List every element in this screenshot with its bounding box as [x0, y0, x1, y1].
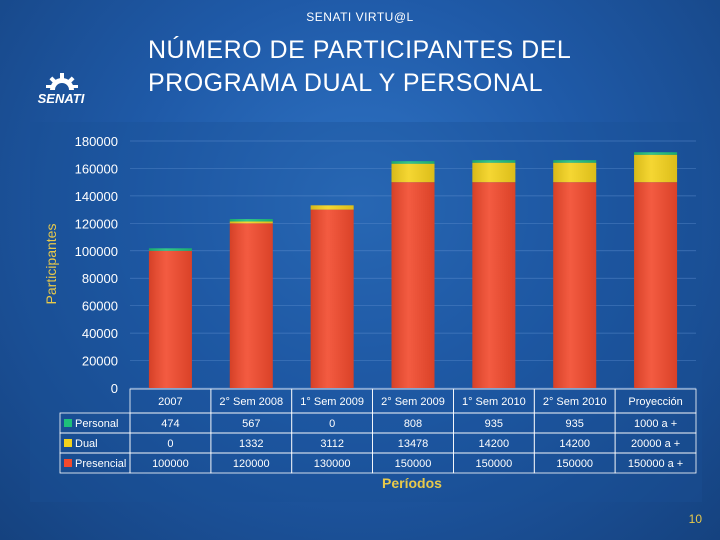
- header-label: SENATI VIRTU@L: [306, 10, 414, 24]
- data-label: 935: [485, 418, 503, 430]
- data-label: 14200: [479, 438, 510, 450]
- data-label: 13478: [398, 438, 429, 450]
- x-tick-label: 2° Sem 2009: [381, 396, 445, 408]
- x-tick-label: 1° Sem 2010: [462, 396, 526, 408]
- data-label: 150000 a +: [628, 458, 683, 470]
- data-label: 20000 a +: [631, 438, 680, 450]
- data-label: 0: [329, 418, 335, 430]
- x-tick-label: 2° Sem 2010: [543, 396, 607, 408]
- title-line-2: PROGRAMA DUAL Y PERSONAL: [148, 69, 543, 97]
- x-tick-label: 2° Sem 2008: [219, 396, 283, 408]
- y-tick-label: 40000: [82, 326, 118, 341]
- legend-swatch-dual: [64, 439, 72, 447]
- senati-logo: SENATI: [38, 73, 85, 106]
- data-label: 130000: [314, 458, 351, 470]
- gear-icon: [46, 73, 78, 90]
- page-number: 10: [688, 512, 702, 526]
- x-tick-label: 1° Sem 2009: [300, 396, 364, 408]
- bar-shade: [391, 161, 435, 388]
- data-label: 150000: [556, 458, 593, 470]
- bars: [148, 152, 678, 388]
- y-axis-label: Participantes: [43, 224, 59, 305]
- legend-swatch-personal: [64, 419, 72, 427]
- data-table: 2007 2° Sem 2008 1° Sem 2009 2° Sem 2009 1° …: [59, 388, 697, 474]
- data-label: 474: [161, 418, 179, 430]
- chart-panel: [30, 122, 702, 502]
- data-label: 150000: [475, 458, 512, 470]
- bar-shade: [634, 152, 678, 388]
- y-tick-label: 60000: [82, 299, 118, 314]
- legend-entry: Dual: [75, 438, 98, 450]
- data-label: 3112: [320, 438, 344, 450]
- data-label: 150000: [395, 458, 432, 470]
- y-tick-label: 20000: [82, 354, 118, 369]
- legend-entry: Personal: [75, 418, 118, 430]
- data-label: 120000: [233, 458, 270, 470]
- y-tick-label: 160000: [75, 161, 118, 176]
- bar-shade: [553, 160, 597, 388]
- y-tick-label: 0: [111, 381, 118, 396]
- data-label: 14200: [559, 438, 590, 450]
- y-tick-labels: 0 20000 40000 60000 80000 100000 120000 140000 1…: [75, 134, 118, 396]
- data-label: 100000: [152, 458, 189, 470]
- data-label: 567: [242, 418, 260, 430]
- bar-shade: [472, 160, 516, 388]
- logo-text: SENATI: [38, 91, 85, 106]
- data-label: 1000 a +: [634, 418, 677, 430]
- bar-shade: [310, 205, 354, 388]
- x-axis-label: Períodos: [382, 475, 442, 491]
- data-label: 0: [167, 438, 173, 450]
- data-label: 1332: [239, 438, 263, 450]
- legend-entry: Presencial: [75, 458, 126, 470]
- title-line-1: NÚMERO DE PARTICIPANTES DEL: [148, 36, 572, 64]
- x-tick-label: 2007: [158, 396, 182, 408]
- page-title: NÚMERO DE PARTICIPANTES DEL PROGRAMA DUA…: [148, 34, 571, 100]
- data-label: 935: [566, 418, 584, 430]
- y-tick-label: 120000: [75, 216, 118, 231]
- data-label: 808: [404, 418, 422, 430]
- table-cell: [614, 452, 697, 474]
- legend-swatch-presencial: [64, 459, 72, 467]
- y-tick-label: 80000: [82, 271, 118, 286]
- x-tick-label: Proyección: [628, 396, 682, 408]
- bar-shade: [229, 219, 273, 388]
- y-tick-label: 140000: [75, 189, 118, 204]
- bar-shade: [148, 248, 192, 388]
- y-tick-label: 180000: [75, 134, 118, 149]
- y-tick-label: 100000: [75, 244, 118, 259]
